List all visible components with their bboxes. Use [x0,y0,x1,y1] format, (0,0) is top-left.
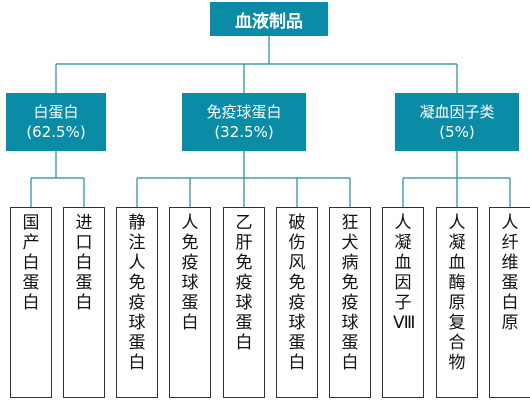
product-label: 进口白蛋白 [75,213,93,313]
product-label: 狂犬病免疫球蛋白 [341,213,359,373]
product-domestic-albumin: 国产白蛋白 [10,207,52,398]
category-name: 免疫球蛋白 [206,103,282,121]
product-iv-immunoglobulin: 静注人免疫球蛋白 [116,207,158,398]
root-node: 血液制品 [210,2,328,36]
product-label: 人免疫球蛋白 [181,213,199,333]
product-imported-albumin: 进口白蛋白 [63,207,105,398]
product-label: 破伤风免疫球蛋白 [288,213,306,373]
category-share: (62.5%) [26,123,86,141]
category-albumin: 白蛋白 (62.5%) [6,93,106,151]
category-name: 凝血因子类 [419,103,495,121]
product-label: 人纤维蛋白原 [501,213,519,333]
product-fibrinogen: 人纤维蛋白原 [489,207,530,398]
product-human-immunoglobulin: 人免疫球蛋白 [169,207,211,398]
product-label: 人凝血酶原复合物 [448,213,466,373]
product-label: 静注人免疫球蛋白 [128,213,146,373]
category-immunoglobulin: 免疫球蛋白 (32.5%) [182,93,306,151]
product-prothrombin-complex: 人凝血酶原复合物 [436,207,478,398]
product-rabies-immunoglobulin: 狂犬病免疫球蛋白 [329,207,371,398]
category-share: (32.5%) [214,123,274,141]
product-label: 国产白蛋白 [22,213,40,313]
product-hepatitis-b-immunoglobulin: 乙肝免疫球蛋白 [223,207,265,398]
product-tetanus-immunoglobulin: 破伤风免疫球蛋白 [276,207,318,398]
category-name: 白蛋白 [33,103,79,121]
product-label: 人凝血因子Ⅷ [393,213,416,333]
product-label: 乙肝免疫球蛋白 [235,213,253,353]
root-label: 血液制品 [235,11,303,32]
category-share: (5%) [439,123,475,141]
category-coagulation-factors: 凝血因子类 (5%) [395,93,519,151]
product-factor-viii: 人凝血因子Ⅷ [382,207,424,398]
